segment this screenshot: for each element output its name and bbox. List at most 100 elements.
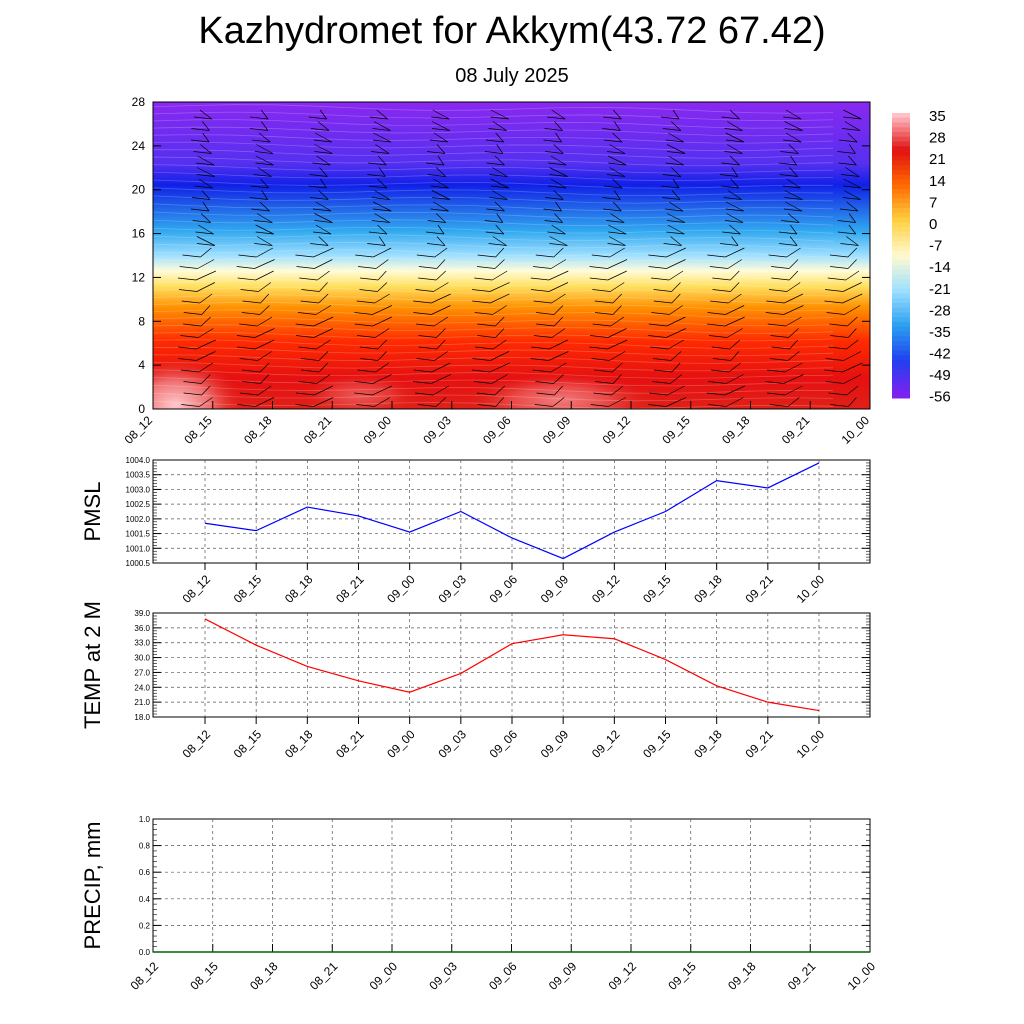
wind-barb xyxy=(375,328,390,338)
wind-barb xyxy=(427,220,446,223)
wind-barb xyxy=(728,293,742,304)
wind-barb xyxy=(530,277,549,281)
x-tick-label: 09_15 xyxy=(640,572,674,606)
wind-barb xyxy=(609,144,626,154)
x-tick-label: 08_12 xyxy=(180,572,214,606)
wind-barb xyxy=(768,289,788,292)
wind-barb xyxy=(668,155,684,166)
wind-barb xyxy=(178,358,197,361)
colorbar-swatch xyxy=(892,341,910,347)
contour-line xyxy=(153,111,834,122)
wind-barb xyxy=(199,293,213,304)
wind-barb xyxy=(196,339,216,350)
wind-barb xyxy=(612,132,623,143)
wind-barb xyxy=(436,339,446,350)
wind-barb xyxy=(492,236,507,246)
wind-barb xyxy=(377,339,387,350)
wind-barb xyxy=(545,197,564,200)
wind-barb xyxy=(252,139,271,143)
wind-barb xyxy=(371,197,390,200)
wind-barb xyxy=(612,178,623,189)
colorbar-swatch xyxy=(892,174,910,180)
wind-barb xyxy=(435,213,446,223)
wind-barb xyxy=(250,116,269,120)
wind-barb xyxy=(375,144,390,154)
contour-line xyxy=(153,164,834,174)
x-tick-label: 08_15 xyxy=(187,959,221,993)
wind-barb xyxy=(532,369,551,373)
wind-barb xyxy=(613,190,621,200)
wind-barb xyxy=(431,116,450,120)
wind-barb xyxy=(662,197,681,200)
wind-barb xyxy=(730,178,740,189)
y-tick-label: 8 xyxy=(138,314,145,328)
wind-barb xyxy=(609,167,626,177)
wind-barb xyxy=(664,208,683,212)
y-tick-label: 0 xyxy=(138,402,145,416)
wind-barb xyxy=(666,316,686,327)
wind-barb xyxy=(301,369,320,373)
x-tick-label: 09_09 xyxy=(546,959,580,993)
y-tick-label: 0.8 xyxy=(139,842,151,851)
wind-barb xyxy=(725,220,744,223)
wind-barb xyxy=(258,282,272,292)
wind-barb xyxy=(313,231,332,235)
wind-barb xyxy=(313,247,334,258)
wind-barb xyxy=(317,270,330,281)
wind-barb xyxy=(554,385,563,396)
x-tick-label: 08_21 xyxy=(301,413,335,447)
colorbar-swatch xyxy=(892,317,910,323)
wind-barb xyxy=(491,167,508,177)
warm-core xyxy=(465,372,655,409)
wind-barb xyxy=(786,247,801,258)
wind-barb xyxy=(784,293,804,304)
y-tick-label: 30.0 xyxy=(134,654,150,663)
wind-barb xyxy=(472,300,491,304)
wind-barb xyxy=(427,174,446,177)
wind-barb xyxy=(239,358,258,361)
wind-barb xyxy=(707,312,726,315)
wind-barb xyxy=(789,236,798,246)
wind-barb xyxy=(310,128,330,131)
wind-barb xyxy=(372,305,393,315)
wind-barb xyxy=(495,316,505,327)
colorbar-swatch xyxy=(892,360,910,366)
wind-barb xyxy=(725,305,745,315)
wind-barb xyxy=(196,236,216,246)
x-tick-label: 09_12 xyxy=(589,727,623,761)
wind-barb xyxy=(592,289,611,292)
wind-barb xyxy=(648,404,667,407)
contour-line xyxy=(153,369,834,379)
wind-barb xyxy=(256,236,273,246)
wind-barb xyxy=(490,109,509,120)
colorbar-swatch xyxy=(892,217,910,223)
wind-barb xyxy=(671,167,682,177)
x-tick-label: 09_06 xyxy=(486,959,520,993)
wind-barb xyxy=(829,323,848,327)
wind-barb xyxy=(726,213,744,223)
y-tick-label: 1003.5 xyxy=(126,471,151,480)
wind-barb xyxy=(668,339,685,350)
x-tick-label: 09_21 xyxy=(742,727,776,761)
wind-barb xyxy=(666,231,685,235)
wind-barb xyxy=(649,392,668,396)
wind-barb xyxy=(367,243,386,246)
wind-barb xyxy=(723,197,742,200)
wind-barb xyxy=(543,208,562,212)
x-tick-label: 09_00 xyxy=(367,959,401,993)
x-tick-label: 09_03 xyxy=(435,572,469,606)
wind-barb xyxy=(789,270,799,281)
wind-barb xyxy=(720,243,739,246)
wind-barb xyxy=(784,197,803,200)
contour-line xyxy=(153,294,834,304)
plot-frame xyxy=(152,459,871,564)
wind-barb xyxy=(551,328,566,338)
wind-barb xyxy=(202,132,210,143)
colorbar-swatch xyxy=(892,369,910,375)
wind-barb xyxy=(727,121,743,131)
wind-barb xyxy=(840,243,859,246)
wind-barb xyxy=(309,174,328,177)
wind-barb xyxy=(706,392,725,396)
wind-barb xyxy=(608,224,627,235)
wind-barb xyxy=(783,374,804,384)
